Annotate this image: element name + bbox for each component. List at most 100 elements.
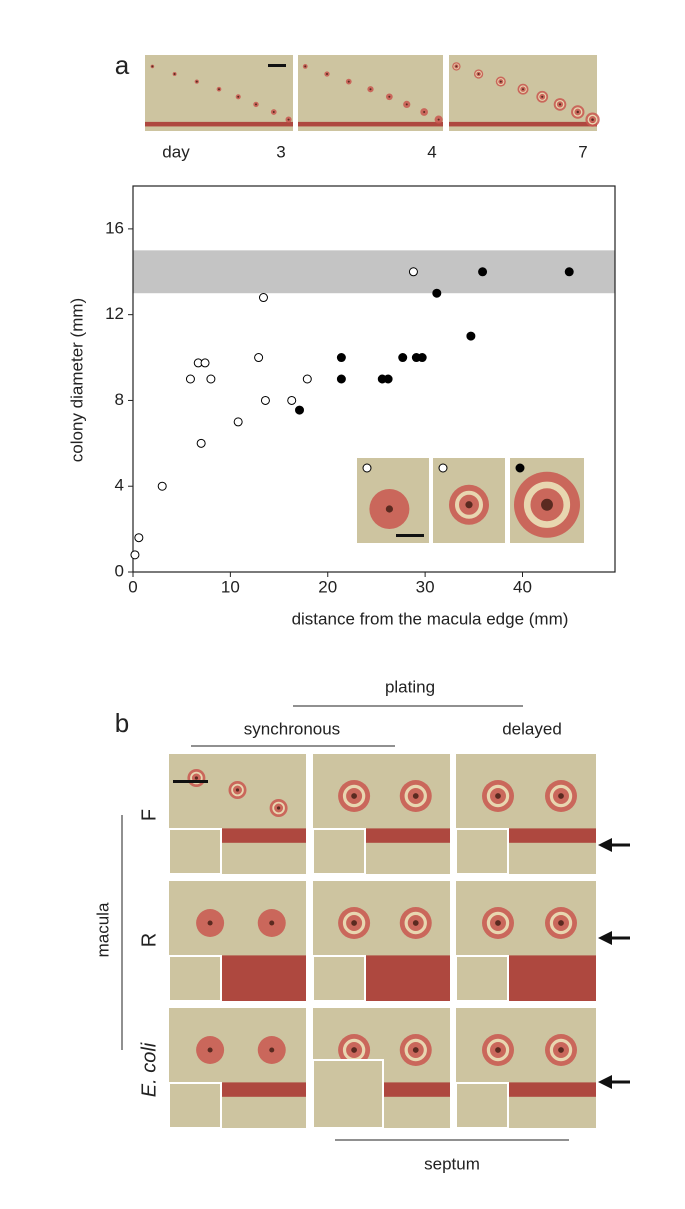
header: plating <box>385 677 435 696</box>
point <box>295 405 305 415</box>
point <box>383 374 393 384</box>
colony-ring <box>190 771 203 785</box>
colony-ring <box>497 78 505 86</box>
y-tick-label: 12 <box>105 304 124 323</box>
colony-ring <box>549 784 573 808</box>
colony-center <box>326 73 328 75</box>
point <box>336 353 346 363</box>
arrow-head <box>598 931 612 945</box>
inset <box>455 1082 509 1129</box>
colony-center <box>255 103 257 106</box>
colony-ring <box>453 63 460 70</box>
colony-ring <box>555 99 565 109</box>
plot-frame <box>132 185 616 573</box>
day: 4 <box>427 142 436 161</box>
colony-center <box>194 776 199 780</box>
scale-bar <box>396 534 424 537</box>
point <box>398 353 408 363</box>
colony-center <box>541 498 553 511</box>
day: 3 <box>276 142 285 161</box>
x-tick-label: 20 <box>318 577 337 596</box>
photo <box>145 55 293 131</box>
colony-center <box>218 88 220 91</box>
day: 7 <box>578 142 587 161</box>
agar-band <box>298 121 443 127</box>
colony-center <box>237 95 240 98</box>
point <box>408 267 418 277</box>
colony-ring <box>272 801 285 815</box>
colony-ring <box>475 70 482 78</box>
x-tick-label: 0 <box>128 577 137 596</box>
colony-ring <box>587 114 598 125</box>
scale-bar <box>173 780 208 783</box>
colony-center <box>558 103 562 106</box>
colony-center <box>207 920 213 926</box>
colony-center <box>591 118 594 121</box>
colony-ring <box>549 911 573 935</box>
colony-center <box>385 505 393 513</box>
marker <box>515 463 525 473</box>
point <box>206 374 216 384</box>
colony-center <box>272 111 275 113</box>
colony-ring <box>231 783 244 797</box>
inset <box>168 1082 222 1129</box>
colony-center <box>495 793 501 799</box>
colony-ring <box>486 1038 510 1062</box>
point <box>233 417 243 427</box>
point <box>336 374 346 384</box>
colony-center <box>351 793 357 799</box>
colony-center <box>207 1047 213 1053</box>
colony-center <box>423 111 426 113</box>
colony-center <box>173 73 176 75</box>
colony-ring <box>519 85 527 94</box>
colony-ring <box>486 911 510 935</box>
y-tick-label: 0 <box>115 561 124 580</box>
group-label: macula <box>93 902 112 957</box>
point <box>134 533 144 543</box>
colony-center <box>576 110 579 114</box>
inset <box>168 828 222 875</box>
point <box>287 395 297 405</box>
inset <box>455 828 509 875</box>
colony-center <box>388 95 391 98</box>
colony-center <box>558 1047 564 1053</box>
panel-label: b <box>115 708 129 738</box>
photo <box>298 55 443 131</box>
colony-center <box>304 65 307 68</box>
inset <box>168 955 222 1002</box>
point <box>417 353 427 363</box>
scale-bar <box>268 64 286 67</box>
colony-center <box>558 793 564 799</box>
point <box>432 288 442 298</box>
colony-ring <box>404 784 427 808</box>
agar-band <box>449 121 597 127</box>
column-label: delayed <box>502 719 562 738</box>
colony-center <box>522 88 524 91</box>
colony-center <box>269 1047 275 1053</box>
colony-center <box>235 788 240 792</box>
column-label: synchronous <box>244 719 340 738</box>
point <box>564 267 574 277</box>
point <box>157 481 167 491</box>
colony-center <box>347 80 350 83</box>
point <box>258 293 268 303</box>
colony-ring <box>573 107 583 117</box>
colony-ring <box>538 92 547 101</box>
colony-center <box>412 920 419 926</box>
marker <box>438 463 448 473</box>
y-tick-label: 16 <box>105 218 124 237</box>
point <box>260 395 270 405</box>
arrow-head <box>598 838 612 852</box>
y-tick-label: 8 <box>115 390 124 409</box>
row-label: R <box>138 933 160 947</box>
colony-ring <box>404 1038 427 1062</box>
point <box>254 353 264 363</box>
colony-center <box>369 88 372 91</box>
colony-ring <box>486 784 510 808</box>
day-label: day <box>162 142 190 161</box>
point <box>478 267 488 277</box>
point <box>466 331 476 341</box>
inset <box>312 1059 384 1129</box>
colony-center <box>495 920 501 926</box>
